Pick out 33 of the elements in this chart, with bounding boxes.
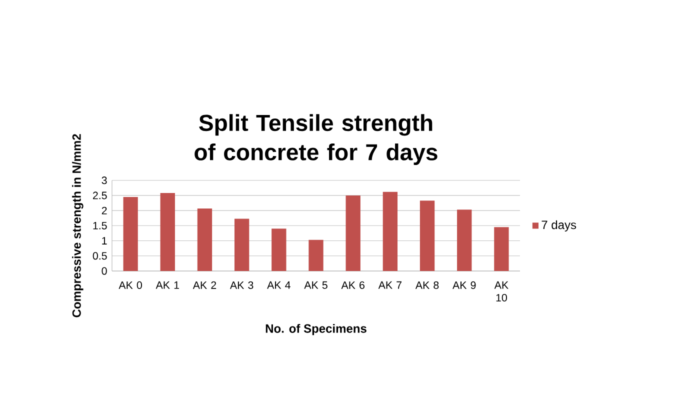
y-tick-label: 2 — [102, 206, 107, 214]
x-axis-title: No. of Specimens — [266, 324, 366, 336]
bar — [457, 210, 472, 271]
bar — [272, 228, 286, 271]
y-tick-label: 1.5 — [93, 222, 107, 230]
y-tick-label: 1 — [102, 237, 107, 244]
x-tick-label: AK 4 — [267, 281, 290, 289]
y-tick-label: 3 — [102, 176, 107, 184]
x-tick-label: AK 10 — [494, 281, 508, 302]
bar — [123, 196, 138, 271]
x-tick-label: AK 5 — [304, 281, 328, 289]
x-tick-label: AK 8 — [415, 281, 439, 289]
x-tick-label: AK 2 — [192, 281, 216, 289]
bar — [494, 227, 509, 271]
bar — [420, 200, 435, 271]
x-tick-label: AK 6 — [341, 281, 364, 289]
bar — [382, 192, 398, 271]
x-tick-label: AK 9 — [452, 281, 476, 289]
y-tick-label: 0.5 — [92, 252, 107, 260]
bar — [308, 240, 324, 271]
x-tick-label: AK 0 — [118, 281, 142, 289]
bar — [234, 218, 250, 271]
chart-title: Split Tensile strength of concrete for 7 days — [194, 114, 438, 165]
legend-label: 7 days — [542, 220, 576, 232]
x-tick-label: AK 1 — [156, 281, 179, 289]
bar — [160, 193, 175, 271]
x-tick-label: AK 3 — [230, 281, 254, 289]
bar — [197, 208, 212, 271]
y-axis-title: Compressive strength in N/mm2 — [72, 134, 84, 318]
bar — [346, 195, 360, 271]
y-tick-label: 0 — [102, 267, 107, 275]
x-tick-label: AK 7 — [378, 281, 402, 289]
y-tick-label: 2.5 — [93, 192, 107, 200]
